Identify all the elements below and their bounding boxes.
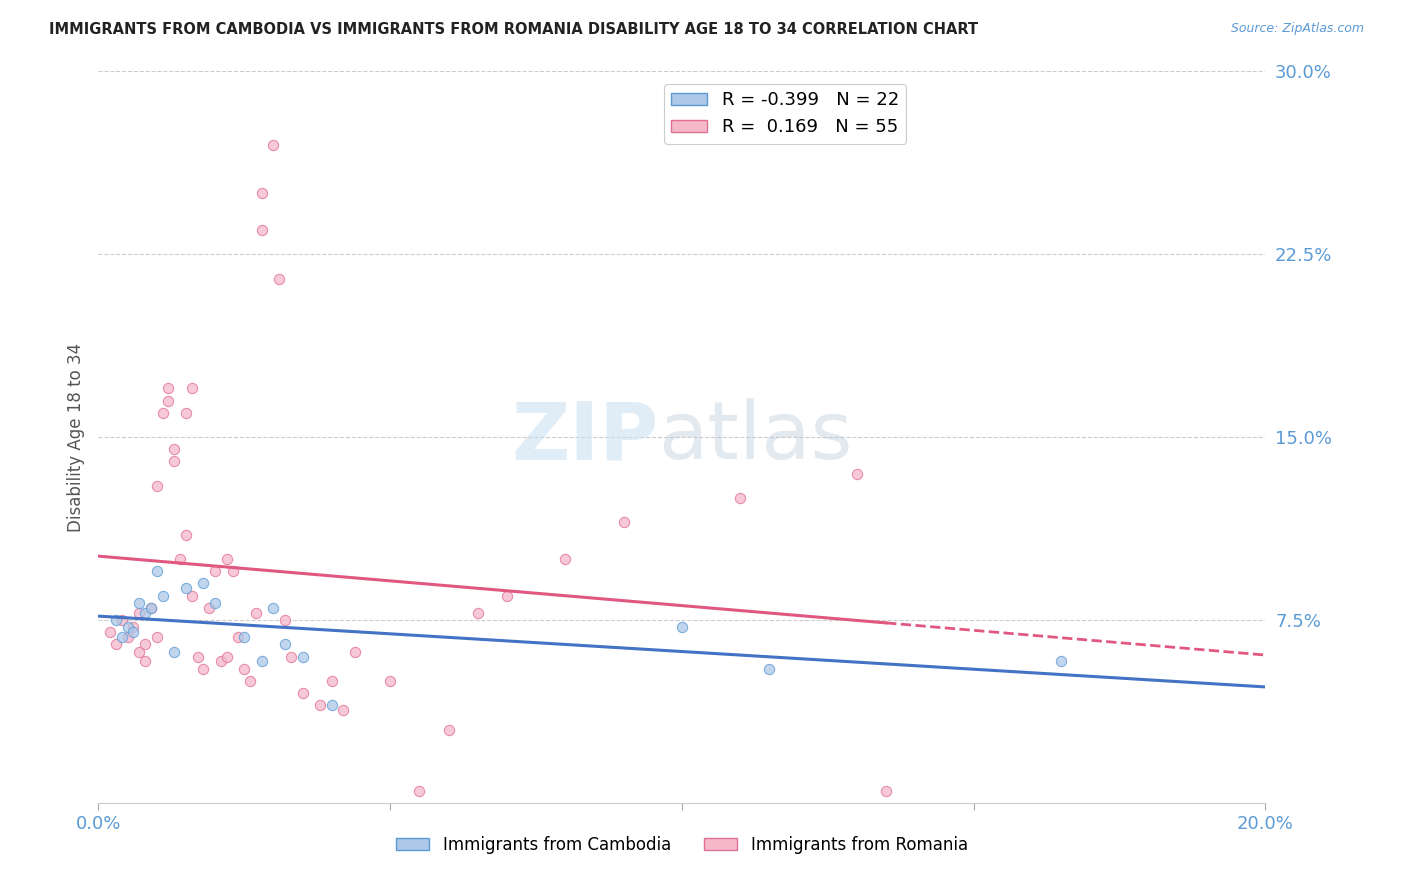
Y-axis label: Disability Age 18 to 34: Disability Age 18 to 34	[66, 343, 84, 532]
Point	[157, 393, 180, 408]
Text: ZIP: ZIP	[512, 398, 658, 476]
Point	[204, 564, 226, 578]
Point	[134, 637, 156, 651]
Point	[128, 596, 150, 610]
Point	[437, 723, 460, 737]
Point	[554, 552, 576, 566]
Point	[128, 645, 150, 659]
Point	[496, 589, 519, 603]
Point	[274, 613, 297, 627]
Point	[274, 637, 297, 651]
Point	[193, 662, 215, 676]
Point	[104, 613, 127, 627]
Point	[269, 271, 291, 285]
Point	[122, 620, 145, 634]
Point	[174, 581, 197, 595]
Point	[152, 406, 174, 420]
Point	[228, 630, 250, 644]
Text: atlas: atlas	[658, 398, 853, 476]
Point	[122, 625, 145, 640]
Point	[239, 673, 262, 688]
Point	[117, 630, 139, 644]
Point	[250, 654, 273, 668]
Point	[139, 600, 162, 615]
Point	[1050, 654, 1073, 668]
Point	[187, 649, 209, 664]
Point	[146, 630, 169, 644]
Point	[321, 673, 343, 688]
Point	[291, 649, 314, 664]
Point	[875, 783, 897, 797]
Point	[180, 589, 202, 603]
Point	[262, 137, 284, 152]
Point	[117, 620, 139, 634]
Point	[233, 630, 256, 644]
Point	[157, 381, 180, 395]
Point	[198, 600, 221, 615]
Point	[245, 606, 267, 620]
Point	[111, 630, 134, 644]
Point	[215, 649, 238, 664]
Point	[250, 223, 273, 237]
Point	[134, 606, 156, 620]
Point	[291, 686, 314, 700]
Point	[104, 637, 127, 651]
Point	[180, 381, 202, 395]
Point	[321, 698, 343, 713]
Point	[215, 552, 238, 566]
Point	[111, 613, 134, 627]
Point	[758, 662, 780, 676]
Point	[146, 479, 169, 493]
Point	[344, 645, 367, 659]
Point	[280, 649, 302, 664]
Point	[174, 527, 197, 541]
Point	[139, 600, 162, 615]
Point	[193, 576, 215, 591]
Point	[209, 654, 232, 668]
Point	[408, 783, 430, 797]
Point	[671, 620, 693, 634]
Point	[163, 645, 186, 659]
Point	[309, 698, 332, 713]
Point	[128, 606, 150, 620]
Legend: Immigrants from Cambodia, Immigrants from Romania: Immigrants from Cambodia, Immigrants fro…	[389, 829, 974, 860]
Point	[134, 654, 156, 668]
Point	[467, 606, 489, 620]
Text: IMMIGRANTS FROM CAMBODIA VS IMMIGRANTS FROM ROMANIA DISABILITY AGE 18 TO 34 CORR: IMMIGRANTS FROM CAMBODIA VS IMMIGRANTS F…	[49, 22, 979, 37]
Point	[98, 625, 121, 640]
Point	[846, 467, 869, 481]
Point	[730, 491, 752, 505]
Point	[332, 703, 354, 717]
Point	[163, 454, 186, 468]
Point	[233, 662, 256, 676]
Point	[169, 552, 191, 566]
Point	[174, 406, 197, 420]
Text: Source: ZipAtlas.com: Source: ZipAtlas.com	[1230, 22, 1364, 36]
Point	[380, 673, 402, 688]
Point	[262, 600, 284, 615]
Point	[221, 564, 243, 578]
Point	[204, 596, 226, 610]
Point	[612, 516, 634, 530]
Point	[250, 186, 273, 201]
Point	[146, 564, 169, 578]
Point	[163, 442, 186, 457]
Point	[152, 589, 174, 603]
